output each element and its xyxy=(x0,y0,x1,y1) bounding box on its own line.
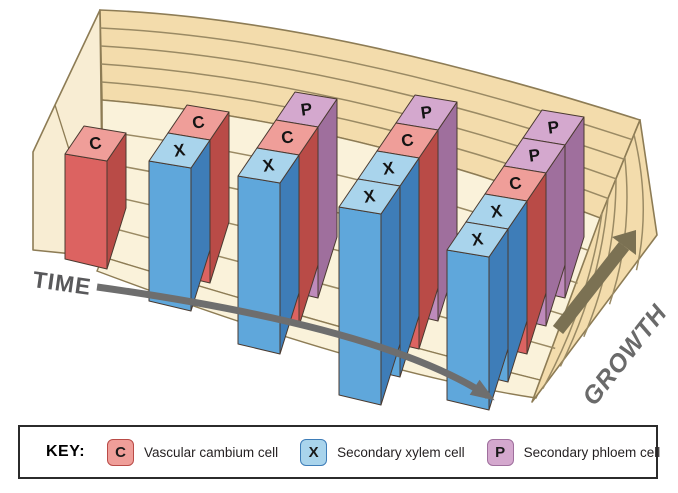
cambium-label: Vascular cambium cell xyxy=(144,444,279,460)
cell-front-face xyxy=(237,175,281,355)
right-face-ring-line xyxy=(633,134,644,271)
key-item-xylem: X Secondary xylem cell xyxy=(300,438,465,466)
growth-arrow-head xyxy=(612,230,636,255)
cell-file-group xyxy=(237,91,338,355)
cell-letter: P xyxy=(547,117,561,137)
cambium-swatch: C xyxy=(107,438,135,466)
cell-top-face xyxy=(446,221,509,258)
cell-file-group xyxy=(338,94,458,406)
cell-letter: P xyxy=(528,145,542,165)
cell-file-group xyxy=(148,104,230,312)
cell-front-face xyxy=(338,206,382,406)
cell-top-face xyxy=(338,178,401,215)
cell-letter: X xyxy=(363,186,378,206)
xylem-label: Secondary xylem cell xyxy=(337,444,465,460)
cell-top-face xyxy=(237,147,300,184)
cell-letter: X xyxy=(490,201,505,221)
key-title: KEY: xyxy=(46,443,86,460)
right-face-ring-line xyxy=(608,157,628,305)
cell-letter: X xyxy=(262,155,277,175)
cell-letter: P xyxy=(300,99,314,119)
key-item-phloem: P Secondary phloem cell xyxy=(486,438,661,466)
time-label: TIME xyxy=(31,266,93,300)
cell-front-face xyxy=(148,160,192,312)
cell-letter: C xyxy=(191,112,206,133)
growth-arrow-shaft xyxy=(552,241,630,335)
cell-file-group xyxy=(446,109,585,411)
key-item-cambium: C Vascular cambium cell xyxy=(107,438,279,466)
phloem-label: Secondary phloem cell xyxy=(523,444,661,460)
cell-letter: C xyxy=(508,173,523,194)
cell-letter: P xyxy=(420,102,434,122)
cell-letter: C xyxy=(280,127,295,148)
time-arrow xyxy=(96,283,495,401)
cell-file-group xyxy=(64,125,127,270)
cell-top-face xyxy=(148,132,211,169)
cell-front-face xyxy=(64,153,108,270)
cell-letter: X xyxy=(382,158,397,178)
phloem-swatch: P xyxy=(486,438,514,466)
cell-letter: C xyxy=(400,130,415,151)
xylem-swatch: X xyxy=(300,438,328,466)
cell-letter: C xyxy=(88,133,103,154)
cell-letter: X xyxy=(471,229,486,249)
key-box: KEY: C Vascular cambium cell X Secondary… xyxy=(18,425,661,479)
cell-top-face xyxy=(64,125,127,162)
cell-letter: X xyxy=(173,140,188,160)
